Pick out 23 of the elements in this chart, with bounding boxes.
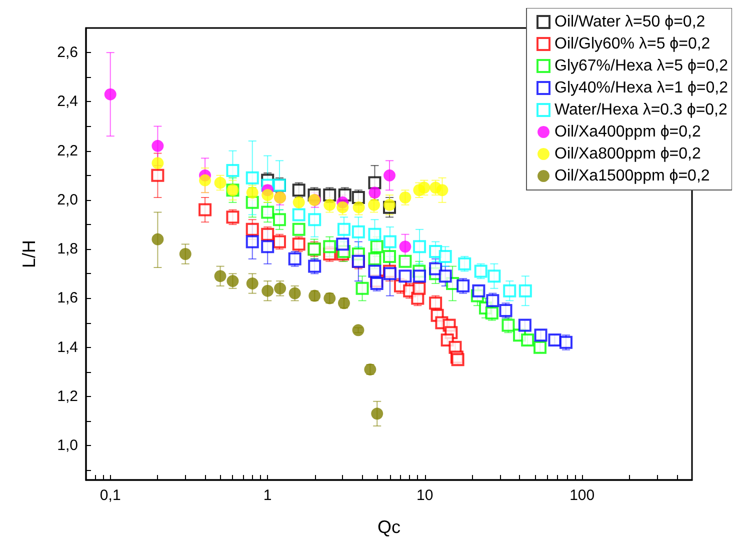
y-tick-label: 1,4 [57,338,78,356]
y-tick-label: 1,8 [57,240,78,258]
legend-label: Gly67%/Hexa λ=5 ϕ=0,2 [554,58,728,74]
y-tick-label: 2,6 [57,44,78,62]
legend-label: Oil/Gly60% λ=5 ϕ=0,2 [554,36,710,52]
x-tick-label: 10 [416,487,434,504]
y-tick-label: 2,2 [57,142,78,160]
y-tick-label: 2,4 [57,93,78,110]
x-axis-title: Qc [377,517,401,537]
legend-label: Water/Hexa λ=0.3 ϕ=0,2 [554,102,728,118]
y-tick-label: 1,2 [57,388,78,405]
legend-label: Gly40%/Hexa λ=1 ϕ=0,2 [554,80,728,96]
x-tick-label: 100 [570,487,595,504]
y-tick-label: 1,0 [57,437,78,454]
y-tick-label: 1,6 [57,290,78,307]
legend-label: Oil/Water λ=50 ϕ=0,2 [554,14,706,30]
legend-label: Oil/Xa800ppm ϕ=0,2 [554,146,701,162]
y-tick-label: 2,0 [57,191,78,208]
legend-label: Oil/Xa400ppm ϕ=0,2 [554,124,701,140]
x-tick-label: 0,1 [100,487,121,504]
legend-label: Oil/Xa1500ppm ϕ=0,2 [554,168,710,184]
y-axis-title: L/H [19,240,39,268]
x-tick-label: 1 [263,487,272,504]
